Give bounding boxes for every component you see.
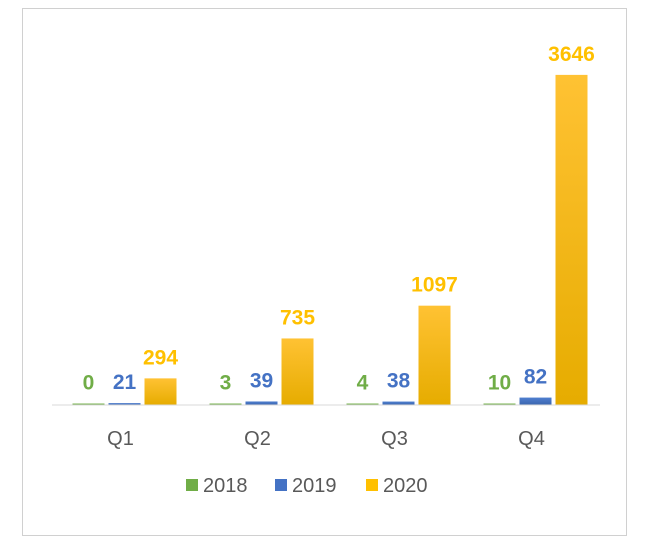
data-label-2018-q2: 3 [220, 372, 232, 395]
bar-2018-q1 [72, 403, 105, 405]
legend-item-2020: 2020 [366, 475, 428, 497]
legend-label-2018: 2018 [203, 475, 248, 497]
bar-2019-q1 [108, 403, 141, 405]
legend-swatch-2020 [366, 479, 378, 491]
bars-layer [72, 74, 588, 405]
x-tick-label-q1: Q1 [107, 428, 134, 450]
legend-swatch-2018 [186, 479, 198, 491]
legend-label-2019: 2019 [292, 475, 337, 497]
x-tick-labels: Q1 Q2 Q3 Q4 [107, 428, 545, 450]
data-label-2019-q2: 39 [250, 369, 273, 392]
bar-2019-q2 [245, 401, 278, 405]
data-label-2020-q1: 294 [143, 346, 178, 369]
data-label-2020-q4: 3646 [548, 43, 595, 66]
legend-item-2019: 2019 [275, 475, 337, 497]
x-tick-label-q3: Q3 [381, 428, 408, 450]
legend-swatch-2019 [275, 479, 287, 491]
bar-2020-q3 [418, 305, 451, 405]
bar-2019-q4 [519, 397, 552, 405]
bar-2020-q4 [555, 74, 588, 405]
data-label-2018-q1: 0 [83, 372, 95, 395]
data-label-2019-q1: 21 [113, 371, 137, 394]
legend-item-2018: 2018 [186, 475, 248, 497]
data-label-2019-q3: 38 [387, 370, 411, 393]
x-tick-label-q4: Q4 [518, 428, 545, 450]
legend-label-2020: 2020 [383, 475, 428, 497]
bar-2018-q4 [483, 403, 516, 405]
legend: 2018 2019 2020 [186, 475, 428, 497]
bar-2019-q3 [382, 401, 415, 405]
bar-2018-q2 [209, 403, 242, 405]
data-label-2019-q4: 82 [524, 366, 547, 389]
data-label-2020-q2: 735 [280, 306, 315, 329]
bar-2020-q2 [281, 338, 314, 405]
x-tick-label-q2: Q2 [244, 428, 271, 450]
data-labels-layer: 0 21 294 3 39 735 4 38 1097 10 82 3646 [83, 43, 595, 395]
chart-frame [22, 8, 627, 536]
data-label-2018-q4: 10 [488, 372, 511, 395]
data-label-2020-q3: 1097 [411, 274, 458, 297]
data-label-2018-q3: 4 [357, 372, 369, 395]
bar-2020-q1 [144, 378, 177, 405]
bar-2018-q3 [346, 403, 379, 405]
